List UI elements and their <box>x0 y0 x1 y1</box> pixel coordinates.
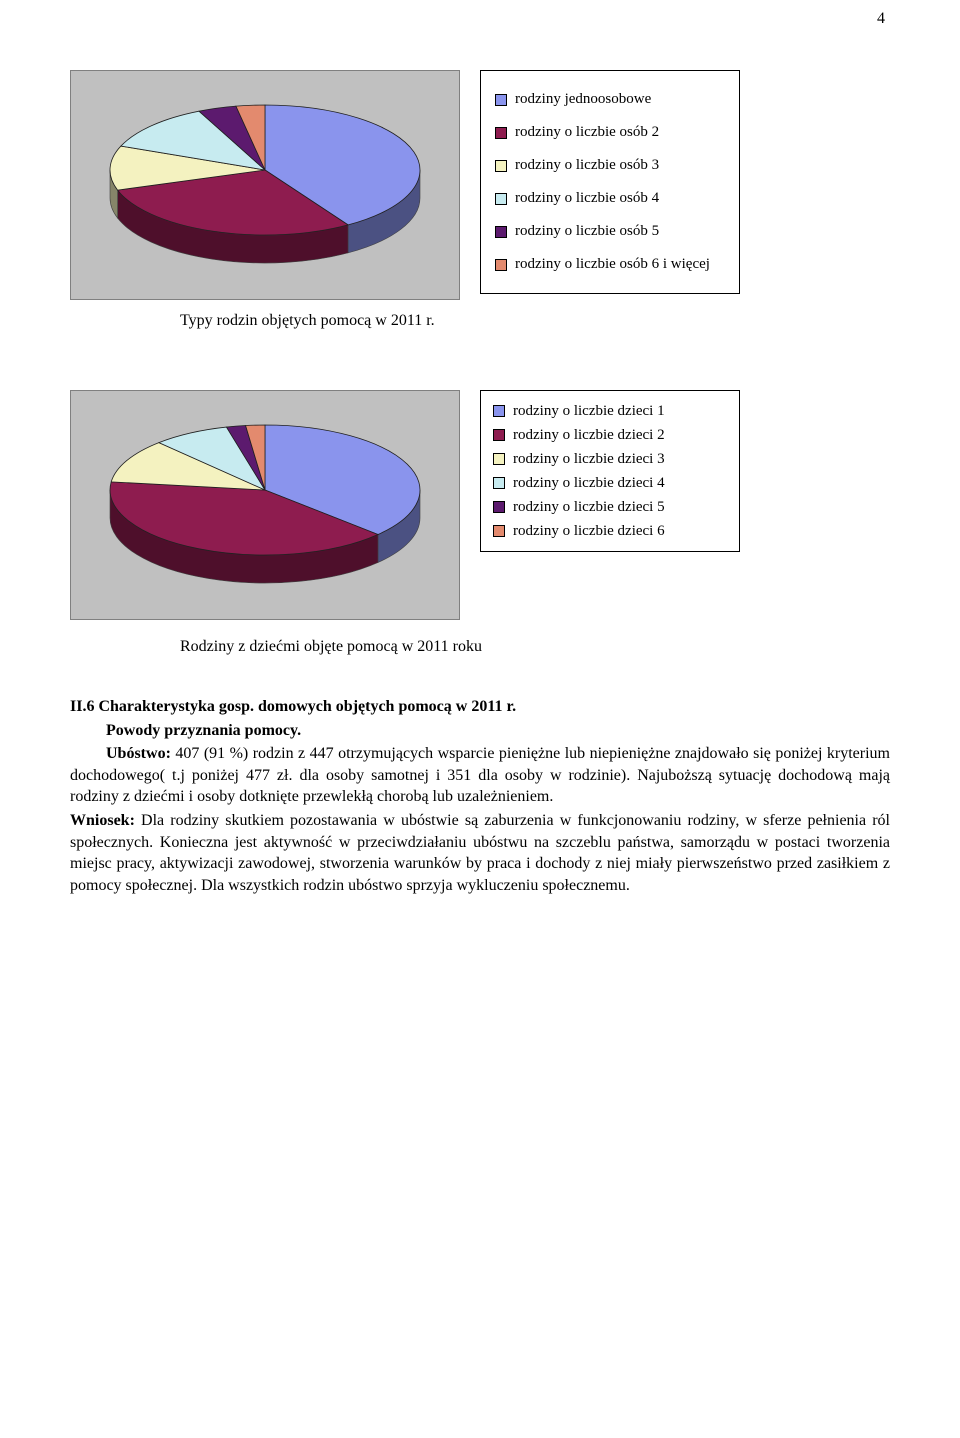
legend-swatch <box>493 525 505 537</box>
page-number: 4 <box>877 10 885 28</box>
legend-label: rodziny o liczbie osób 2 <box>515 116 659 149</box>
legend-label: rodziny o liczbie osób 5 <box>515 215 659 248</box>
legend-item: rodziny o liczbie dzieci 2 <box>493 423 727 447</box>
legend-label: rodziny o liczbie dzieci 4 <box>513 471 665 495</box>
para1-lead: Ubóstwo: <box>106 745 171 762</box>
legend-item: rodziny o liczbie osób 4 <box>495 182 725 215</box>
body-text: II.6 Charakterystyka gosp. domowych obję… <box>70 696 890 896</box>
legend-item: rodziny o liczbie osób 5 <box>495 215 725 248</box>
chart2-plot <box>70 390 460 620</box>
legend-label: rodziny o liczbie dzieci 2 <box>513 423 665 447</box>
legend-swatch <box>495 160 507 172</box>
chart1-legend: rodziny jednoosobowerodziny o liczbie os… <box>480 70 740 294</box>
legend-item: rodziny jednoosobowe <box>495 83 725 116</box>
legend-swatch <box>493 405 505 417</box>
paragraph-1: Ubóstwo: 407 (91 %) rodzin z 447 otrzymu… <box>70 743 890 808</box>
paragraph-2: Wniosek: Dla rodziny skutkiem pozostawan… <box>70 810 890 896</box>
chart1-caption: Typy rodzin objętych pomocą w 2011 r. <box>180 312 890 330</box>
legend-label: rodziny o liczbie osób 6 i więcej <box>515 248 710 281</box>
pie-chart-2 <box>85 405 445 605</box>
legend-label: rodziny jednoosobowe <box>515 83 651 116</box>
section-heading: II.6 Charakterystyka gosp. domowych obję… <box>70 696 890 718</box>
chart1-plot <box>70 70 460 300</box>
para2-lead: Wniosek: <box>70 812 135 829</box>
legend-item: rodziny o liczbie dzieci 1 <box>493 399 727 423</box>
para2-rest: Dla rodziny skutkiem pozostawania w ubós… <box>70 812 890 894</box>
legend-swatch <box>493 477 505 489</box>
legend-label: rodziny o liczbie dzieci 3 <box>513 447 665 471</box>
chart2-caption: Rodziny z dziećmi objęte pomocą w 2011 r… <box>180 638 890 656</box>
legend-item: rodziny o liczbie osób 3 <box>495 149 725 182</box>
legend-swatch <box>495 94 507 106</box>
legend-label: rodziny o liczbie dzieci 5 <box>513 495 665 519</box>
subheading: Powody przyznania pomocy. <box>70 720 890 742</box>
chart2-legend: rodziny o liczbie dzieci 1rodziny o licz… <box>480 390 740 552</box>
legend-label: rodziny o liczbie dzieci 1 <box>513 399 665 423</box>
legend-label: rodziny o liczbie osób 3 <box>515 149 659 182</box>
legend-swatch <box>493 429 505 441</box>
legend-item: rodziny o liczbie dzieci 5 <box>493 495 727 519</box>
legend-item: rodziny o liczbie dzieci 4 <box>493 471 727 495</box>
legend-item: rodziny o liczbie osób 6 i więcej <box>495 248 725 281</box>
legend-item: rodziny o liczbie osób 2 <box>495 116 725 149</box>
legend-swatch <box>493 453 505 465</box>
legend-swatch <box>495 259 507 271</box>
legend-item: rodziny o liczbie dzieci 3 <box>493 447 727 471</box>
legend-item: rodziny o liczbie dzieci 6 <box>493 519 727 543</box>
pie-chart-1 <box>85 85 445 285</box>
legend-label: rodziny o liczbie dzieci 6 <box>513 519 665 543</box>
para1-rest: 407 (91 %) rodzin z 447 otrzymujących ws… <box>70 745 890 805</box>
legend-swatch <box>495 226 507 238</box>
legend-swatch <box>493 501 505 513</box>
legend-swatch <box>495 193 507 205</box>
legend-swatch <box>495 127 507 139</box>
legend-label: rodziny o liczbie osób 4 <box>515 182 659 215</box>
